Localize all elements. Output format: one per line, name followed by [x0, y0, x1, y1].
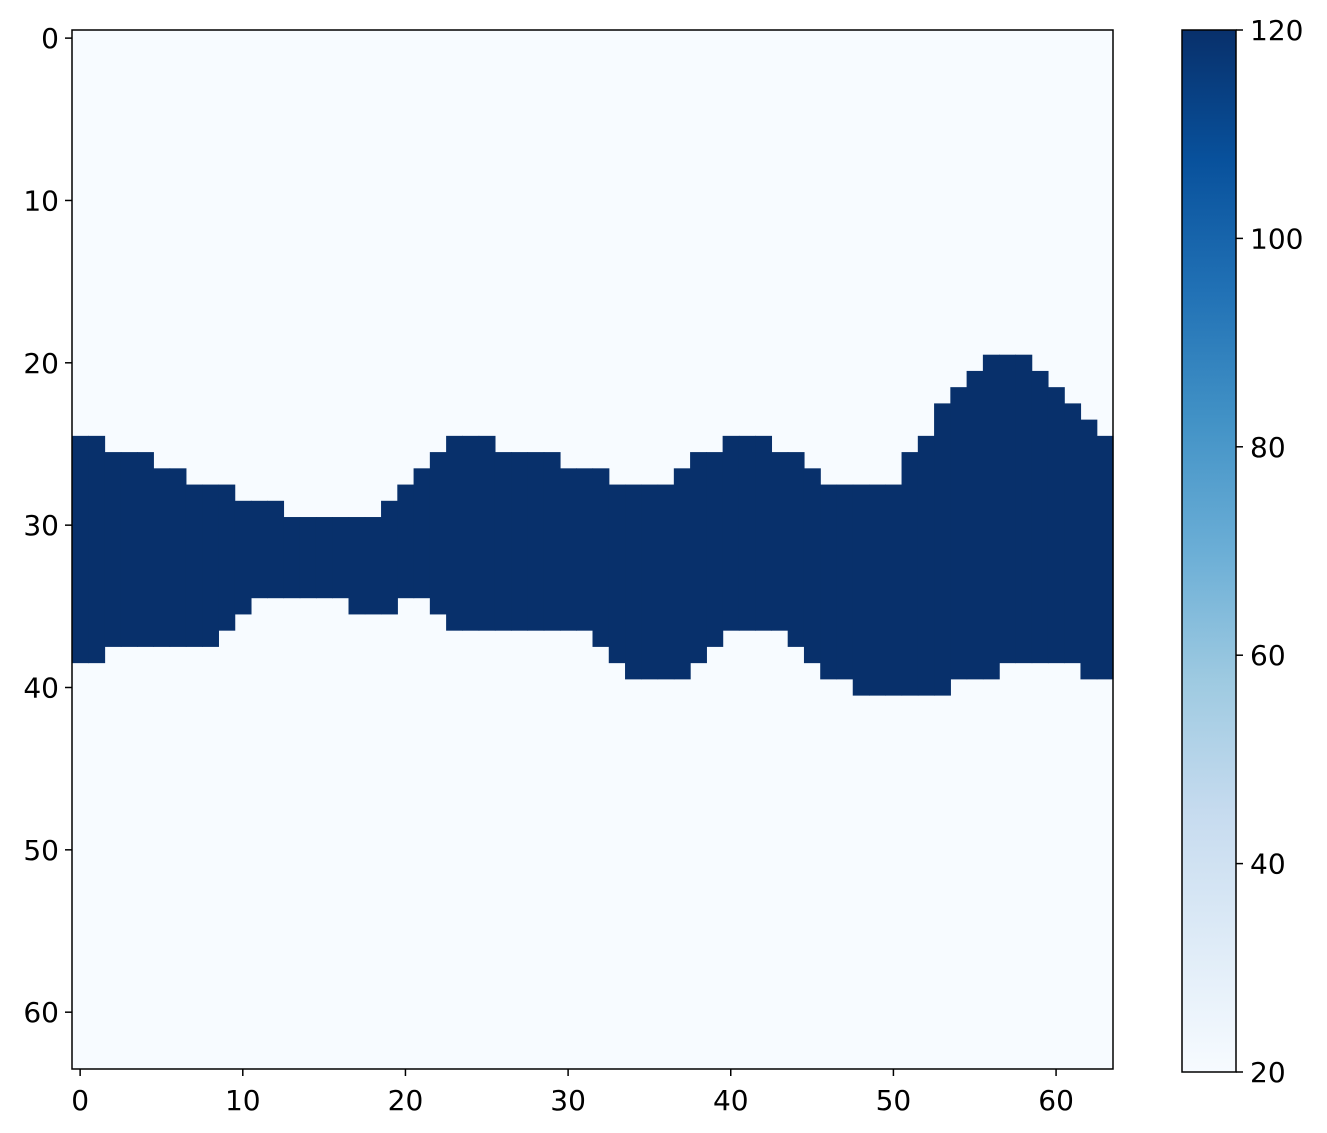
heatmap-band-column	[299, 517, 317, 599]
heatmap-band-column	[250, 500, 268, 599]
colorbar-gradient	[1182, 30, 1236, 1072]
y-tick-label: 0	[41, 22, 59, 55]
heatmap-band-column	[852, 484, 870, 696]
x-tick-label: 10	[225, 1084, 261, 1117]
heatmap-band-column	[137, 452, 154, 647]
heatmap-band-column	[803, 468, 821, 664]
heatmap-band-column	[917, 435, 935, 696]
heatmap-band-column	[901, 452, 919, 696]
heatmap-band-column	[999, 354, 1017, 664]
heatmap-band-column	[1047, 387, 1065, 664]
heatmap-band-column	[934, 403, 951, 696]
heatmap-band-column	[234, 500, 252, 615]
heatmap-band-column	[120, 452, 138, 647]
heatmap-band-column	[592, 468, 610, 647]
heatmap-band-column	[820, 484, 838, 680]
heatmap-band-column	[478, 435, 496, 631]
heatmap-band-column	[576, 468, 594, 631]
heatmap-band-column	[706, 452, 724, 647]
colorbar: 20 40 60 80 100 120	[1181, 14, 1303, 1089]
heatmap-band-column	[885, 484, 903, 696]
y-tick-label: 60	[23, 996, 59, 1029]
heatmap-band-column	[771, 452, 789, 631]
heatmap-band-column	[88, 435, 106, 664]
heatmap-band-column	[202, 484, 219, 647]
heatmap-band-column	[787, 452, 805, 647]
heatmap-band-column	[527, 452, 545, 631]
heatmap-band-column	[1080, 419, 1098, 680]
heatmap-band-column	[608, 484, 626, 664]
colorbar-tick-label: 100	[1250, 222, 1303, 255]
heatmap-band-column	[169, 468, 187, 647]
heatmap-band-column	[446, 435, 463, 631]
heatmap-band-column	[869, 484, 886, 696]
colorbar-tick-label: 20	[1250, 1056, 1286, 1089]
colorbar-tick-label: 60	[1250, 639, 1286, 672]
plot-frame	[71, 29, 1114, 1070]
x-tick-label: 50	[876, 1084, 912, 1117]
x-tick-label: 40	[713, 1084, 749, 1117]
heatmap-band-column	[429, 452, 447, 615]
heatmap-band-column	[559, 468, 577, 631]
y-tick-label: 30	[23, 509, 59, 542]
heatmap-band-column	[543, 452, 561, 631]
heatmap-band-column	[104, 452, 122, 647]
colorbar-tick-label: 80	[1250, 431, 1286, 464]
heatmap-band-column	[511, 452, 529, 631]
heatmap-band-column	[755, 435, 773, 631]
heatmap-band-column	[982, 354, 1000, 680]
heatmap-band-column	[348, 517, 366, 615]
heatmap-band-column	[673, 468, 691, 680]
colorbar-tick-label: 40	[1250, 848, 1286, 881]
heatmap-band-column	[267, 500, 285, 599]
x-axis: 0 10 20 30 40 50 60	[71, 1069, 1074, 1117]
heatmap-band-column	[722, 435, 740, 631]
y-tick-label: 50	[23, 834, 59, 867]
heatmap-band-column	[690, 452, 707, 664]
heatmap-band-column	[397, 484, 415, 599]
heatmap-band-column	[462, 435, 480, 631]
heatmap-band-column	[1096, 435, 1114, 680]
heatmap-band-column	[1015, 354, 1033, 664]
heatmap-band-column	[153, 468, 171, 647]
heatmap-band-column	[381, 500, 398, 615]
heatmap-band-column	[494, 452, 512, 631]
heatmap-band-column	[641, 484, 659, 680]
heatmap-band-column	[72, 435, 89, 664]
colorbar-frame	[1181, 29, 1237, 1073]
heatmap-band-column	[950, 387, 968, 680]
y-tick-label: 40	[23, 671, 59, 704]
heatmap-band-column	[364, 517, 382, 615]
heatmap-band-column	[332, 517, 350, 599]
heatmap-band-column	[218, 484, 236, 631]
heatmap-band-column	[966, 370, 984, 680]
plot-area	[71, 29, 1114, 1070]
x-tick-label: 30	[550, 1084, 586, 1117]
heatmap-band-column	[1064, 403, 1082, 664]
y-axis: 0 10 20 30 40 50 60	[23, 22, 72, 1029]
heatmap-band-column	[413, 468, 431, 599]
heatmap-band-column	[625, 484, 642, 680]
heatmap-band-column	[657, 484, 675, 680]
heatmap-band-column	[185, 484, 203, 647]
x-tick-label: 0	[71, 1084, 89, 1117]
heatmap-band-column	[738, 435, 756, 631]
y-tick-label: 20	[23, 347, 59, 380]
heatmap-band-column	[315, 517, 333, 599]
y-tick-label: 10	[23, 184, 59, 217]
heatmap-band-column	[836, 484, 854, 680]
x-tick-label: 20	[388, 1084, 424, 1117]
heatmap-band-column	[283, 517, 301, 599]
heatmap-band-column	[1031, 370, 1049, 664]
x-tick-label: 60	[1038, 1084, 1074, 1117]
colorbar-tick-label: 120	[1250, 14, 1303, 47]
